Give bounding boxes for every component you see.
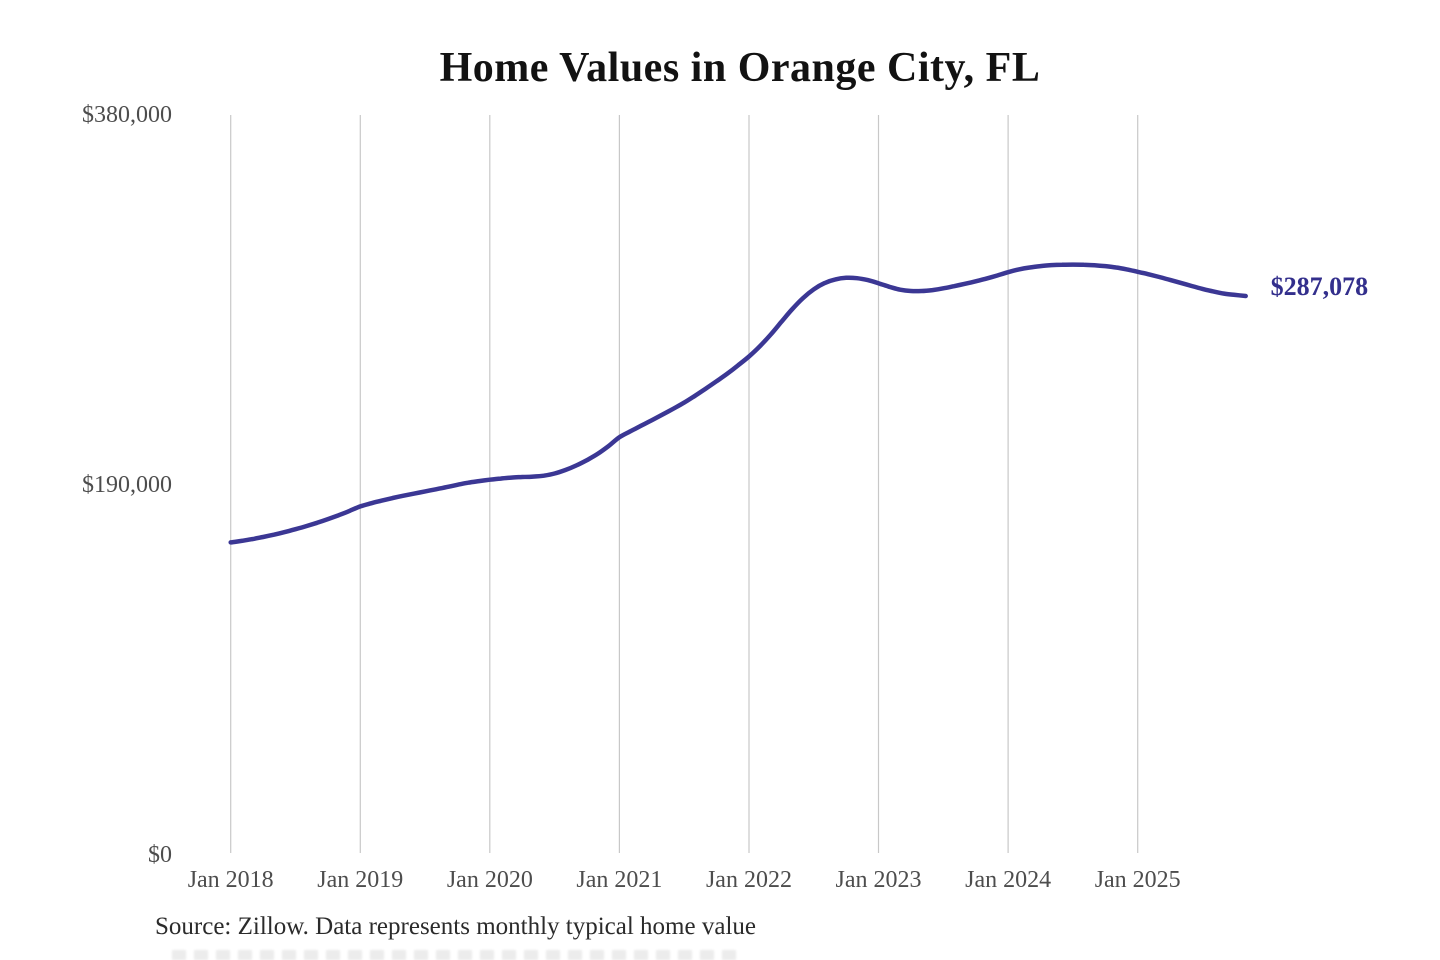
chart-title: Home Values in Orange City, FL: [439, 45, 1041, 91]
latest-value-label: $287,078: [1270, 271, 1369, 301]
x-tick-label: Jan 2021: [576, 867, 663, 893]
x-tick-label: Jan 2023: [835, 867, 922, 893]
y-tick-label: $0: [148, 842, 172, 868]
x-tick-label: Jan 2020: [446, 867, 533, 893]
y-tick-label: $190,000: [82, 472, 172, 498]
gridlines: [230, 115, 1139, 853]
home-value-line: [228, 262, 1248, 545]
x-tick-label: Jan 2019: [317, 867, 404, 893]
source-note: Source: Zillow. Data represents monthly …: [155, 913, 756, 940]
x-tick-label: Jan 2025: [1094, 867, 1181, 893]
x-tick-label: Jan 2022: [705, 867, 792, 893]
cropped-bottom-text-artifact: [172, 950, 742, 960]
y-tick-label: $380,000: [82, 102, 172, 128]
x-tick-label: Jan 2024: [965, 867, 1052, 893]
x-tick-label: Jan 2018: [187, 867, 274, 893]
